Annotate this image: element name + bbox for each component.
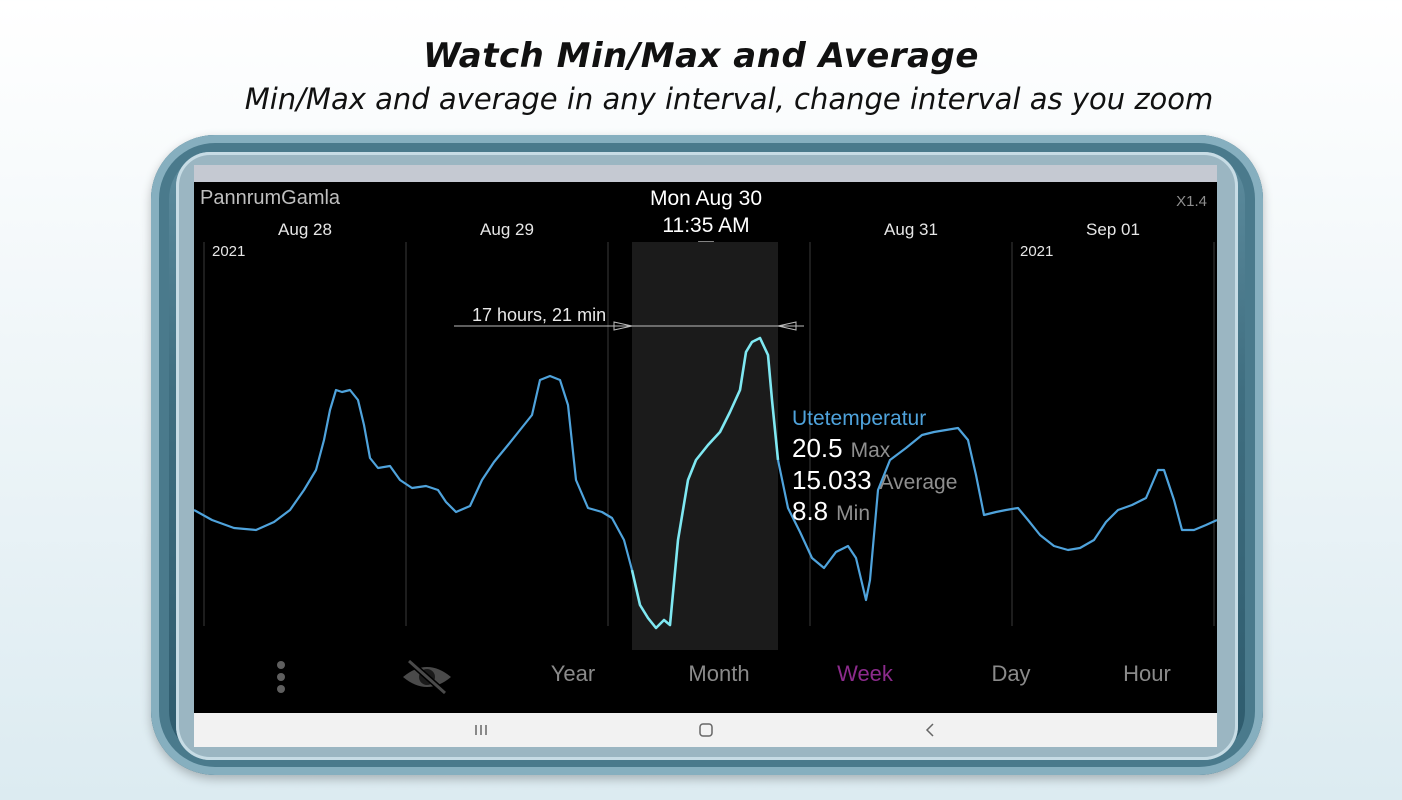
eye-off-icon[interactable] [399,657,455,697]
tab-day[interactable]: Day [991,661,1031,686]
day-label-aug-28: Aug 28 [278,220,332,239]
system-nav-bar [194,713,1217,747]
home-icon[interactable] [696,720,716,740]
series-line-selected [630,336,780,630]
day-label-sep-01: Sep 01 [1086,220,1140,239]
day-label-aug-31: Aug 31 [884,220,938,239]
stat-min-value: 8.8 [792,496,829,526]
more-vert-icon[interactable] [274,659,288,695]
stat-average-value: 15.033 [792,465,872,495]
promo-headline: Watch Min/Max and Average [423,36,979,76]
interval-arrow-right [777,321,797,331]
app-title: PannrumGamla [200,187,341,209]
promo-subline: Min/Max and average in any interval, cha… [244,82,1214,116]
series-line-after [776,426,1217,602]
interval-label: 17 hours, 21 min [472,305,607,325]
year-label: 2021 [212,243,246,260]
period-toolbar: Year Month Week Day Hour [194,643,1217,713]
series-line-before [194,374,634,571]
status-bar [194,165,1217,182]
tab-year[interactable]: Year [550,661,596,686]
stat-min-label: Min [836,502,870,525]
temperature-chart[interactable] [194,240,1217,652]
day-label-aug-29: Aug 29 [480,220,534,239]
tab-week[interactable]: Week [837,661,893,686]
selection-band [632,242,778,650]
interval-measure [454,321,804,331]
stat-max-value: 20.5 [792,433,843,463]
interval-arrow-left [613,321,633,331]
stat-average: 15.033 Average [792,465,957,496]
gridlines [203,242,1215,626]
tab-hour[interactable]: Hour [1123,661,1171,686]
stat-max: 20.5 Max [792,433,890,464]
back-icon[interactable] [921,720,941,740]
stat-min: 8.8 Min [792,496,870,527]
stat-max-label: Max [850,439,891,462]
cursor-time: 11:35 AM [662,214,750,237]
recent-apps-icon[interactable] [471,720,491,740]
zoom-level: X1.4 [1176,193,1207,210]
app-screen: PannrumGamla X1.4 Mon Aug 30 11:35 AM Au… [194,165,1217,747]
series-name: Utetemperatur [792,407,927,430]
tab-month[interactable]: Month [688,661,750,686]
year-label: 2021 [1020,243,1054,260]
cursor-date: Mon Aug 30 [649,187,763,210]
stat-average-label: Average [879,471,958,494]
